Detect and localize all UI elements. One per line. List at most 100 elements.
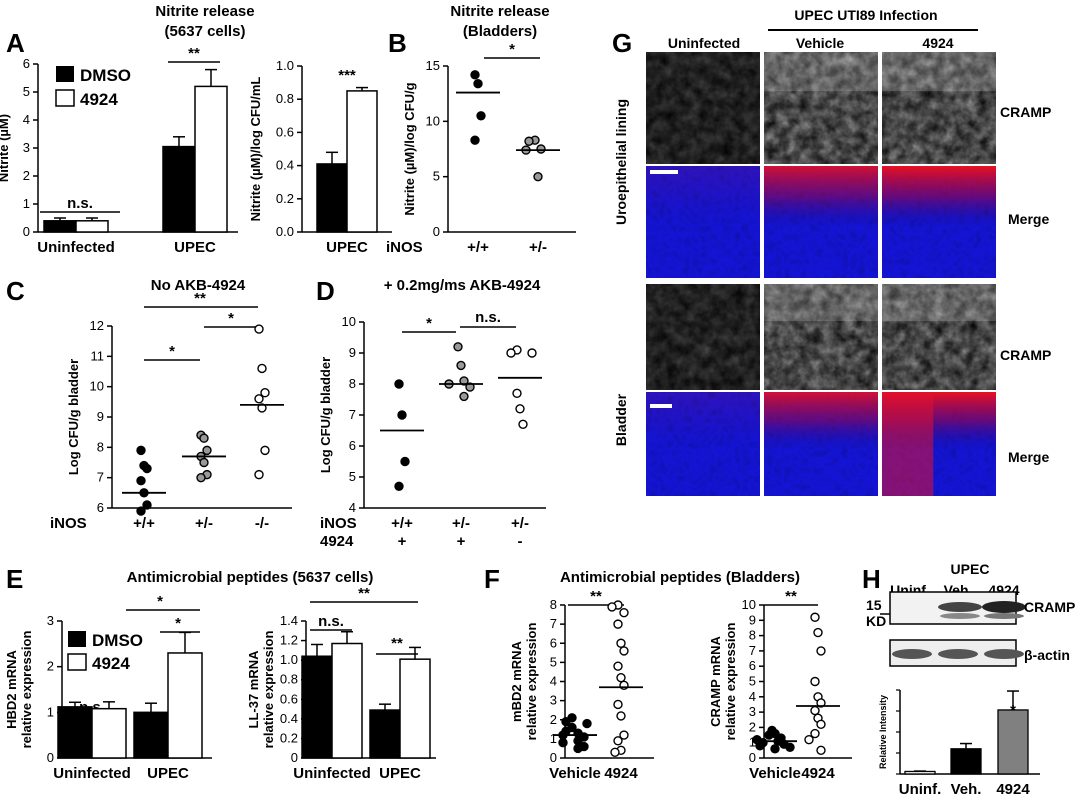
x-category-label: +/+: [391, 515, 413, 532]
y-tick-label: 1.0: [280, 652, 298, 667]
y-axis-label: CRAMP mRNA: [708, 636, 723, 727]
data-point: [616, 711, 626, 721]
x-category-label: +/-: [511, 515, 529, 532]
h-band-actin-4924: [984, 649, 1024, 659]
data-point: [254, 394, 264, 404]
data-point: [202, 445, 212, 456]
bar: [331, 642, 363, 759]
sig-a1-upec: **: [188, 45, 200, 62]
data-point: [613, 699, 623, 710]
y-tick-label: 1: [749, 735, 756, 750]
sig-d-2: n.s.: [475, 309, 501, 326]
y-tick-label: 5: [433, 169, 440, 184]
y-tick-label: 11: [91, 348, 105, 363]
y-tick-label: 0: [433, 224, 440, 239]
bar: [91, 707, 127, 759]
chart-a-nitrite-per-cfu: 0.0 0.2 0.4 0.6 0.8 1.0 Nitrite (µM)/log CFU/m…: [248, 58, 392, 256]
y-axis-label: mBD2 mRNA: [509, 640, 524, 722]
y-tick-label: 5: [749, 674, 756, 689]
y-axis-label: Log CFU/g bladder: [318, 357, 333, 473]
data-point: [456, 360, 466, 371]
x-category-label: UPEC: [174, 239, 216, 256]
data-point: [470, 70, 480, 80]
data-point: [459, 391, 469, 402]
data-point: [527, 348, 537, 358]
chart-h-intensity: Relative Intensity Uninf. Veh. 4924: [878, 689, 1040, 798]
y-tick-label: 8: [349, 376, 356, 391]
y-tick-label: 10: [90, 379, 104, 394]
h-marker-kd: KD: [866, 613, 886, 629]
data-point: [254, 324, 264, 334]
sig-d-1: *: [426, 315, 432, 332]
y-tick-label: 0.4: [276, 158, 294, 173]
y-tick-label: 5: [349, 469, 356, 484]
y-tick-label: 9: [97, 409, 104, 424]
data-point: [764, 730, 774, 740]
legend-swatch-dmso-e: [68, 631, 86, 647]
title-b-line1: Nitrite release: [450, 3, 549, 20]
y-axis-label: Log CFU/g bladder: [66, 359, 81, 475]
y-tick-label: 8: [550, 597, 557, 612]
x-row-label: iNOS: [386, 239, 423, 256]
y-axis-label-2: relative expression: [261, 631, 276, 749]
y-tick-label: 6: [550, 635, 557, 650]
micrograph-highlight: [764, 284, 878, 322]
data-point: [518, 419, 528, 429]
data-point: [613, 619, 623, 629]
y-tick-label: 6: [749, 658, 756, 673]
x-row-label: iNOS: [320, 515, 357, 532]
y-tick-label: 0.8: [280, 672, 298, 687]
y-tick-label: 4: [749, 689, 756, 704]
y-tick-label: 2: [550, 712, 557, 727]
g-col-uninfected: Uninfected: [668, 35, 740, 51]
x-category-label: +/+: [467, 239, 489, 256]
panel-letter-d: D: [316, 276, 335, 306]
y-tick-label: 0.2: [276, 191, 294, 206]
bar: [167, 652, 203, 759]
g-row-group-uroepithelial: Uroepithelial lining: [613, 99, 629, 225]
h-band-cramp-veh: [938, 602, 982, 612]
chart-e-ll37: 0 0.2 0.4 0.6 0.8 1.0 1.2 1.4 LL-37 mRNA relative…: [246, 613, 436, 782]
sig-e1-1: *: [157, 593, 163, 610]
h-band-actin-uninf: [892, 649, 932, 659]
data-point: [257, 403, 267, 413]
x-category-label: UPEC: [326, 239, 368, 256]
data-point: [199, 457, 209, 468]
data-point: [257, 363, 267, 374]
y-axis-label-2: relative expression: [723, 623, 738, 741]
micrograph-highlight: [764, 52, 878, 92]
h-label-actin: β-actin: [1024, 647, 1070, 663]
data-point: [397, 410, 407, 420]
data-point: [136, 445, 146, 456]
y-tick-label: 1.2: [280, 633, 298, 648]
data-point: [476, 111, 486, 121]
y-tick-label: 0: [47, 750, 54, 765]
y-tick-label: 5: [550, 654, 557, 669]
bar: [301, 655, 333, 759]
sig-f2: **: [785, 588, 797, 605]
micrograph-red: [646, 392, 760, 450]
data-point: [142, 463, 152, 474]
y-tick-label: 2: [23, 168, 30, 183]
sig-e1-2: *: [175, 615, 181, 632]
x-category-label: -: [518, 533, 523, 550]
x-category-label: +/-: [195, 515, 213, 532]
title-f: Antimicrobial peptides (Bladders): [560, 569, 800, 586]
y-tick-label: 0: [291, 750, 298, 765]
data-point: [453, 342, 463, 352]
y-tick-label: 7: [550, 616, 557, 631]
panel-letter-h: H: [862, 564, 881, 594]
y-tick-label: 0.4: [280, 711, 298, 726]
y-tick-label: 1.4: [280, 613, 298, 628]
y-axis-label-2: relative expression: [19, 631, 34, 749]
sig-e2-1: **: [358, 585, 370, 602]
title-a-line2: (5637 cells): [165, 23, 246, 40]
micrograph-texture: [882, 284, 996, 390]
x-category-label: Vehicle: [749, 765, 801, 782]
x-row-label: iNOS: [50, 515, 87, 532]
g-row-label-merge-2: Merge: [1008, 449, 1049, 465]
data-point: [558, 738, 568, 748]
data-point: [506, 348, 516, 358]
data-point: [610, 747, 620, 757]
data-point: [785, 742, 795, 752]
